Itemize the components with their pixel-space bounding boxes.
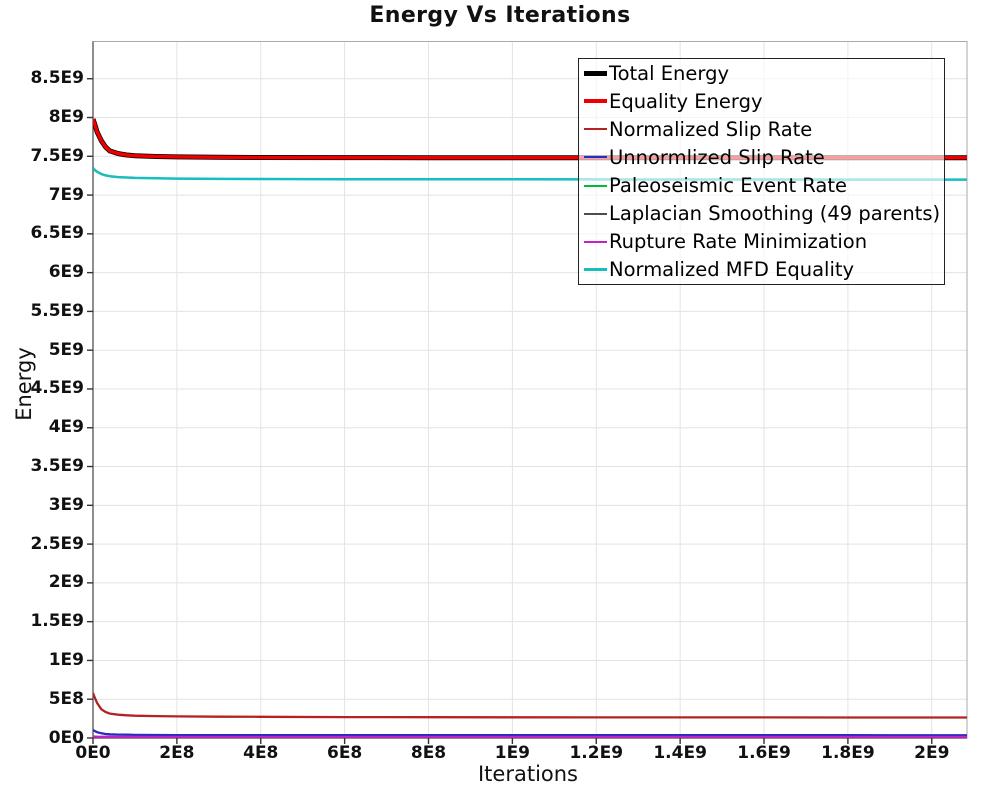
x-tick-label: 1E9 — [494, 743, 531, 763]
y-tick-label: 0E0 — [48, 727, 84, 748]
y-tick-label: 4.5E9 — [30, 378, 84, 399]
y-tick-label: 7.5E9 — [30, 145, 84, 166]
y-tick-label: 7E9 — [48, 184, 84, 205]
y-tick-label: 3E9 — [48, 494, 84, 515]
y-tick-label: 5E9 — [48, 339, 84, 360]
y-axis-title: Energy — [12, 347, 36, 421]
x-tick-label: 1.2E9 — [569, 743, 624, 763]
chart-title: Energy Vs Iterations — [369, 3, 631, 28]
y-tick-label: 2.5E9 — [30, 533, 84, 554]
legend-line-swatch — [584, 212, 607, 215]
series-line-normalized-slip-rate — [93, 692, 967, 719]
legend-line-swatch — [584, 99, 607, 104]
legend: Total Energy Equality Energy Normalized Sl… — [578, 58, 945, 285]
legend-item-label: Total Energy — [609, 61, 730, 85]
legend-item-unnormlized-slip-rate: Unnormlized Slip Rate — [579, 143, 944, 171]
y-tick-label: 4E9 — [48, 417, 84, 438]
series-line-unnormlized-slip-rate — [93, 729, 967, 737]
y-tick-label: 5.5E9 — [30, 300, 84, 321]
x-axis-title: Iterations — [477, 762, 579, 786]
legend-item-label: Normalized Slip Rate — [609, 117, 813, 141]
legend-item-label: Paleoseismic Event Rate — [609, 174, 848, 198]
y-tick-label: 1E9 — [48, 649, 84, 670]
legend-item-normalized-mfd-equality: Normalized MFD Equality — [579, 256, 944, 284]
legend-item-total-energy: Total Energy — [579, 59, 944, 87]
x-tick-label: 4E8 — [243, 743, 279, 763]
legend-line-swatch — [584, 240, 607, 243]
legend-line-swatch — [584, 156, 607, 159]
legend-line-swatch — [584, 268, 607, 272]
legend-item-label: Unnormlized Slip Rate — [609, 145, 825, 169]
legend-item-label: Equality Energy — [609, 89, 763, 113]
y-tick-label: 3.5E9 — [30, 456, 84, 477]
legend-item-rupture-rate-minimization: Rupture Rate Minimization — [579, 228, 944, 256]
y-tick-label: 2E9 — [48, 572, 84, 593]
legend-item-label: Normalized MFD Equality — [609, 258, 855, 282]
y-tick-label: 1.5E9 — [30, 611, 84, 632]
series-line-rupture-rate-minimization — [93, 735, 967, 738]
legend-item-normalized-slip-rate: Normalized Slip Rate — [579, 115, 944, 143]
x-tick-label: 0E0 — [75, 743, 111, 763]
y-tick-label: 6E9 — [48, 262, 84, 283]
y-tick-label: 8.5E9 — [30, 68, 84, 89]
x-tick-label: 1.8E9 — [821, 743, 875, 763]
legend-line-swatch — [584, 128, 607, 131]
x-tick-label: 2E8 — [159, 743, 195, 763]
x-tick-label: 1.6E9 — [737, 743, 791, 763]
x-tick-label: 2E9 — [914, 743, 950, 763]
x-tick-label: 8E8 — [410, 743, 447, 763]
y-tick-label: 6.5E9 — [30, 223, 84, 244]
legend-item-equality-energy: Equality Energy — [579, 87, 944, 115]
y-tick-label: 5E8 — [48, 688, 84, 709]
legend-line-swatch — [584, 184, 607, 187]
legend-item-label: Laplacian Smoothing (49 parents) — [609, 202, 941, 226]
y-tick-label: 8E9 — [48, 107, 84, 127]
x-tick-label: 6E8 — [326, 743, 363, 763]
legend-item-label: Rupture Rate Minimization — [609, 230, 868, 254]
legend-item-laplacian-smoothing-49-parents: Laplacian Smoothing (49 parents) — [579, 200, 944, 228]
legend-item-paleoseismic-event-rate: Paleoseismic Event Rate — [579, 172, 944, 200]
legend-line-swatch — [584, 70, 607, 76]
x-tick-label: 1.4E9 — [653, 743, 707, 763]
